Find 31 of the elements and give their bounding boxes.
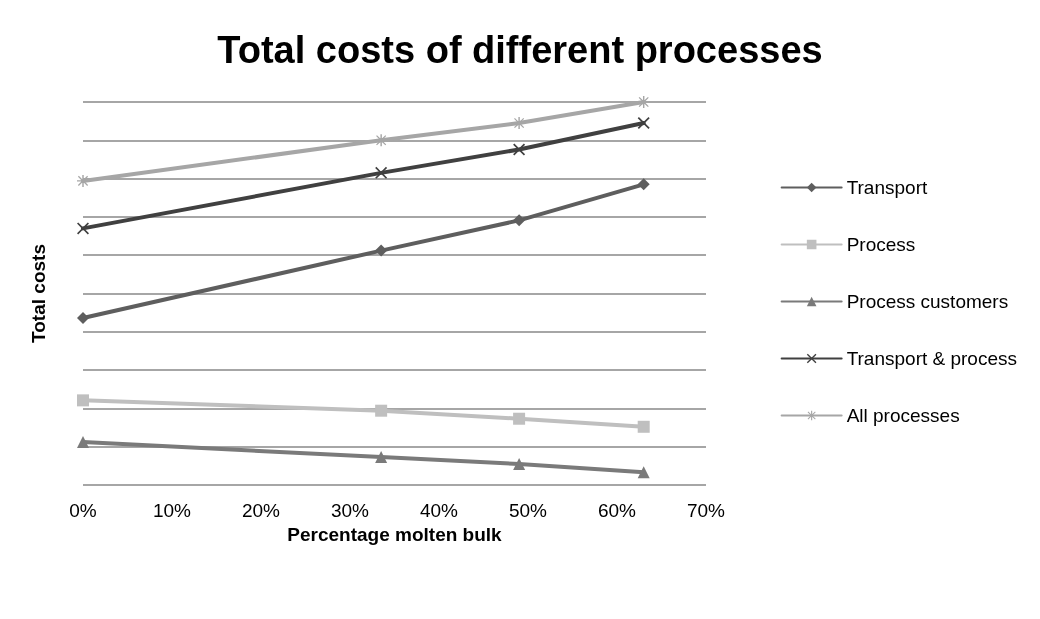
x-axis-title: Percentage molten bulk <box>287 524 503 545</box>
x-tick-label: 10% <box>152 500 192 521</box>
x-tick-label: 0% <box>69 500 97 521</box>
point <box>375 404 388 417</box>
x-tick-label: 70% <box>686 500 726 521</box>
legend-label: All processes <box>846 405 960 426</box>
point <box>375 244 388 257</box>
point <box>637 420 650 433</box>
point <box>513 412 526 425</box>
y-axis-title: Total costs <box>28 244 49 343</box>
legend-label: Transport & process <box>846 348 1018 369</box>
x-tick-label: 60% <box>597 500 637 521</box>
point <box>77 394 89 407</box>
point <box>77 312 89 325</box>
point <box>637 96 650 108</box>
point <box>637 178 650 191</box>
point <box>637 466 650 479</box>
x-tick-label: 50% <box>508 500 548 521</box>
point <box>375 166 388 179</box>
legend-label: Process <box>846 234 916 255</box>
x-tick-label: 30% <box>330 500 370 521</box>
point <box>77 174 89 187</box>
point <box>513 457 526 470</box>
point <box>513 214 526 227</box>
legend-label: Transport <box>846 177 928 198</box>
x-tick-label: 20% <box>241 500 281 521</box>
chart-title: Total costs of different processes <box>217 29 823 71</box>
legend-label: Process customers <box>846 291 1009 312</box>
point <box>77 436 89 449</box>
point <box>375 451 388 464</box>
x-tick-label: 40% <box>419 500 459 521</box>
